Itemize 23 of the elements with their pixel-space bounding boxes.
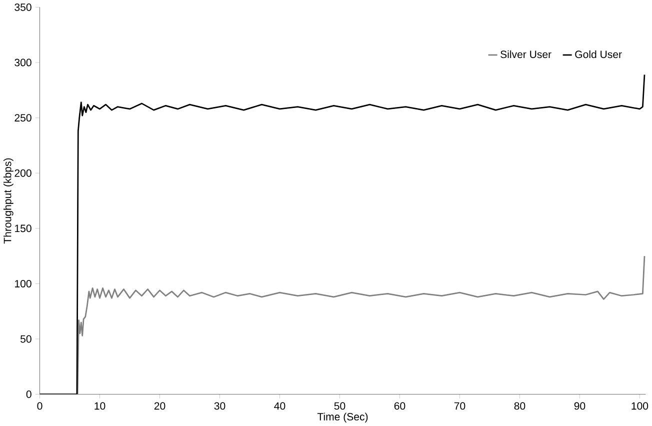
x-tick-label: 10 <box>94 402 106 410</box>
x-axis-title: Time (Sec) <box>317 412 368 423</box>
x-tick-label: 30 <box>214 402 226 410</box>
x-tick-label: 60 <box>394 402 406 410</box>
x-tick-label: 80 <box>514 402 526 410</box>
y-tick-label: 150 <box>15 224 32 232</box>
y-tick-label: 250 <box>14 114 32 122</box>
x-tick-label: 40 <box>274 402 286 410</box>
legend-label: Gold User <box>575 50 622 58</box>
y-tick-label: 300 <box>14 58 32 66</box>
y-tick-label: 200 <box>14 169 32 177</box>
y-tick-label: 350 <box>14 4 32 11</box>
y-axis-title: Throughput (kbps) <box>4 158 14 244</box>
y-tick-label: 100 <box>15 280 32 288</box>
x-tick-label: 90 <box>574 402 586 410</box>
x-tick-label: 70 <box>454 402 466 410</box>
y-tick-label: 0 <box>26 390 32 398</box>
legend-label: Silver User <box>500 50 552 58</box>
x-tick-label: 0 <box>37 402 42 410</box>
x-tick-label: 20 <box>154 402 166 410</box>
x-tick-label: 100 <box>632 402 648 410</box>
y-tick-label: 50 <box>20 335 32 343</box>
x-tick-label: 50 <box>334 402 346 410</box>
